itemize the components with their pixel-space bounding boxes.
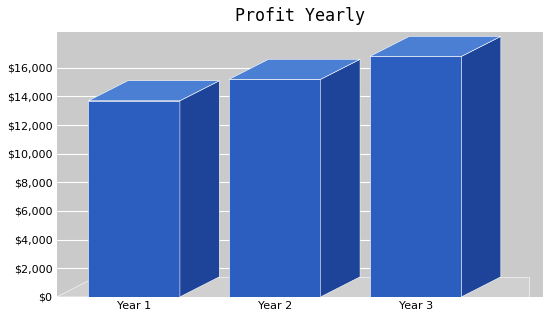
Polygon shape bbox=[89, 81, 219, 101]
Bar bbox=[370, 56, 461, 297]
Polygon shape bbox=[370, 36, 501, 56]
Polygon shape bbox=[229, 59, 360, 79]
Bar bbox=[89, 101, 180, 297]
Polygon shape bbox=[89, 277, 529, 297]
Polygon shape bbox=[461, 36, 501, 297]
Polygon shape bbox=[321, 59, 360, 297]
Bar bbox=[229, 79, 321, 297]
Polygon shape bbox=[57, 277, 128, 297]
Title: Profit Yearly: Profit Yearly bbox=[235, 7, 365, 25]
Polygon shape bbox=[180, 81, 219, 297]
